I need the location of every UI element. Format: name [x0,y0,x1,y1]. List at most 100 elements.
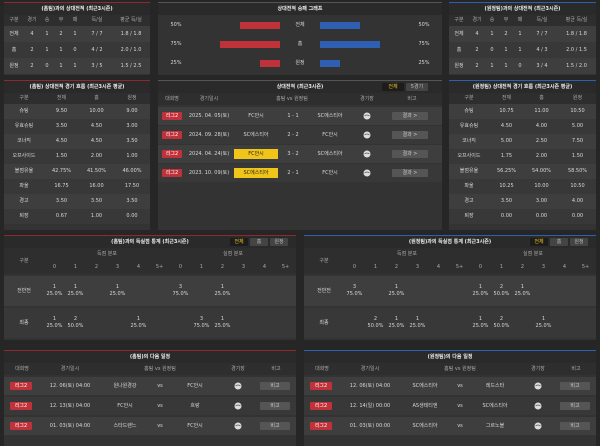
table-cell: 원정 [9,63,19,69]
percent: 75.0% [172,291,189,297]
table-row [158,164,442,182]
stadium-icon[interactable] [363,169,371,177]
column-header: 구분 [304,248,344,274]
table-cell: 16.00 [89,183,104,189]
table-cell: 1 [504,63,508,69]
group-header: 득점 분포 [44,248,170,261]
table-cell: 2.00 [90,153,103,159]
table-cell: 오프사이드 [12,153,36,159]
count: 1 [73,284,78,290]
home-team: FC안시 [117,403,133,409]
away-team: SC에스티아 [317,113,343,119]
column-header: 경기일시 [340,363,400,375]
column-header: 평균 득/실 [112,15,150,26]
stadium-icon[interactable] [234,422,242,430]
bin-header: 2 [512,261,533,274]
note-button[interactable]: 비고 [560,402,590,410]
table-cell: 4 / 2 [91,47,103,53]
bin-header: 2 [212,261,233,274]
table-cell: 3 / 4 [536,63,548,69]
panel: (원정팀)과의 상대전적 (최근3시즌) 구분 경기 승 무 패 득/실 평균 득/실 전체 4 1… [449,2,596,75]
panel-title: (홈팀) 상대전적 경기 흐름 (최근3시즌 평균) [4,81,150,93]
table-cell: 4.50 [90,138,103,144]
percent: 25.0% [109,291,126,297]
filter-tab[interactable]: 전체 [230,238,248,246]
stadium-icon[interactable] [534,422,542,430]
stadium-icon[interactable] [534,382,542,390]
panel-title: (원정팀)과의 득실점 통계 (최근3시즌) [304,236,596,248]
note-button[interactable]: 비고 [260,422,290,430]
filter-tab[interactable]: 원정 [270,238,288,246]
stadium-icon[interactable] [363,112,371,120]
competition-badge: 리그2 [10,422,32,430]
competition-badge: 리그2 [162,169,182,177]
stadium-icon[interactable] [534,402,542,410]
note-button[interactable]: 비고 [560,422,590,430]
table-cell: 2 [475,63,479,69]
bin-header: 5+ [575,261,596,274]
filter-tab[interactable]: 5경기 [406,83,428,91]
match-date: 01. 03(토) 00:00 [349,423,391,429]
table-cell: 전체 [454,31,464,37]
stadium-icon[interactable] [363,150,371,158]
count: 1 [394,284,399,290]
count: 2 [499,284,504,290]
table-cell: 퇴장 [19,213,29,219]
table-cell: 1.00 [126,153,138,159]
match-date: 2024. 09. 28(토) [188,132,230,138]
note-button[interactable]: 비고 [260,382,290,390]
versus: vs [157,403,163,409]
stadium-icon[interactable] [234,402,242,410]
filter-tab[interactable]: 전체 [382,83,404,91]
column-header: 패 [68,15,82,26]
column-header: 경기 [469,15,485,26]
home-team: SC에스티아 [412,423,438,429]
note-button[interactable]: 비고 [260,402,290,410]
table-row [4,42,150,58]
bin-header: 5+ [275,261,296,274]
table-cell: 2 [30,63,34,69]
result-button[interactable]: 결과 > [392,112,428,120]
home-team: AS생테티엔 [412,403,438,409]
table-row [4,149,150,164]
competition-badge: 리그2 [10,382,32,390]
bin-header: 3 [407,261,428,274]
panel: (홈팀)의 다음 일정 대회명 경기일시 홈팀 vs 원정팀 경기장 비고 리그2 12. 0… [4,350,296,446]
table-cell: 경고 [464,198,474,204]
result-button[interactable]: 결과 > [392,131,428,139]
stadium-icon[interactable] [234,382,242,390]
result-button[interactable]: 결과 > [392,169,428,177]
filter-tab[interactable]: 홈 [550,238,568,246]
bin-header: 5+ [149,261,170,274]
away-team: FC안시 [187,423,203,429]
column-header: 경기일시 [186,93,232,105]
table-cell: 1 [504,47,508,53]
column-header: 비고 [382,93,442,105]
percent: 25.0% [67,291,84,297]
table-cell: 0 [490,47,494,53]
filter-tab[interactable]: 원정 [570,238,588,246]
home-bar [220,41,280,48]
filter-tab[interactable]: 전체 [530,238,548,246]
table-row [449,104,596,119]
table-row [4,417,296,435]
away-team: 흐랑 [190,403,200,409]
bin-header: 1 [65,261,86,274]
table-cell: 54.00% [531,168,552,174]
table-cell: 0 [518,63,522,69]
table-row [449,164,596,179]
count: 1 [415,316,420,322]
panel: (홈팀)과의 득실점 통계 (최근3시즌) 전체 홈 원정 구분 득점 분포 0 1 2 3 4 5+… [4,235,296,340]
stadium-icon[interactable] [363,131,371,139]
note-button[interactable]: 비고 [560,382,590,390]
percent: 25.0% [388,291,405,297]
table-cell: 1 [59,63,63,69]
table-cell: 10.00 [534,183,549,189]
table-cell: 3.50 [126,138,138,144]
result-button[interactable]: 결과 > [392,150,428,158]
percent: 25.0% [514,291,531,297]
filter-tab[interactable]: 홈 [250,238,268,246]
table-row [4,119,150,134]
column-header: 득/실 [82,15,112,26]
